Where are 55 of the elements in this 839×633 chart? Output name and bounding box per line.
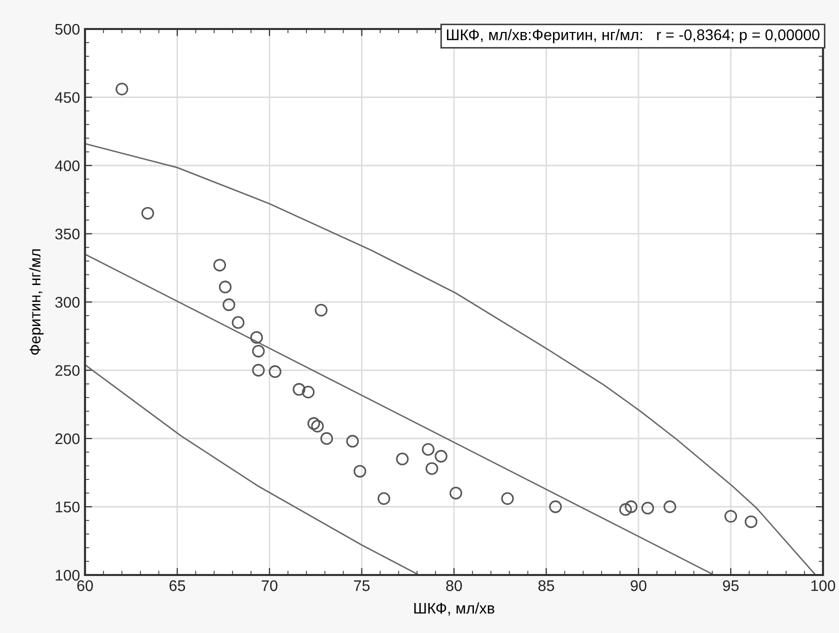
- point: [314, 304, 328, 317]
- line-series: [85, 142, 816, 575]
- point: [396, 452, 409, 466]
- point: [252, 344, 265, 358]
- point: [116, 82, 128, 96]
- point: [250, 331, 263, 344]
- point: [450, 486, 462, 500]
- y-tick-label: 450: [55, 92, 80, 103]
- point: [218, 280, 232, 294]
- point: [641, 502, 654, 514]
- point: [501, 492, 514, 505]
- point: [378, 492, 390, 505]
- y-axis-title: Феритин, нг/мл: [29, 249, 44, 355]
- point: [213, 258, 226, 272]
- point: [664, 500, 676, 514]
- y-tick-label: 350: [55, 228, 80, 240]
- x-tick-label: 70: [262, 580, 278, 592]
- y-tick-label: 250: [55, 365, 80, 376]
- x-tick-label: 95: [722, 580, 739, 592]
- point: [354, 464, 366, 478]
- point: [311, 420, 324, 433]
- point: [434, 450, 448, 463]
- x-tick-label: 75: [354, 580, 370, 592]
- point: [422, 443, 434, 456]
- x-tick-label: 60: [77, 580, 93, 592]
- point: [252, 364, 265, 377]
- point: [268, 365, 282, 378]
- point: [619, 503, 632, 516]
- point: [141, 206, 154, 220]
- annotation: ШКФ, мл/хв:Феритин, нг/мл: r = -0,8364; p = 0,00000: [446, 29, 820, 44]
- line-series: [85, 364, 420, 575]
- y-tick-label: 500: [55, 24, 80, 35]
- point: [346, 434, 359, 448]
- y-tick-label: 150: [56, 502, 80, 512]
- point: [744, 515, 758, 528]
- point: [549, 500, 562, 514]
- point: [624, 500, 638, 514]
- point: [724, 510, 738, 523]
- y-tick-label: 300: [55, 296, 80, 308]
- point: [222, 298, 236, 312]
- x-tick-label: 100: [811, 580, 836, 592]
- x-tick-label: 65: [170, 580, 186, 592]
- x-axis-title: ШКФ, мл/хв: [414, 602, 494, 616]
- y-tick-label: 400: [55, 160, 80, 172]
- point: [320, 432, 334, 445]
- point: [302, 386, 315, 398]
- y-tick-label: 100: [56, 570, 80, 581]
- point: [292, 383, 306, 396]
- point: [426, 462, 438, 475]
- point: [232, 316, 244, 329]
- x-tick-label: 85: [538, 580, 554, 592]
- point: [307, 417, 320, 430]
- x-tick-label: 80: [446, 580, 462, 592]
- y-tick-label: 200: [55, 433, 80, 444]
- x-tick-label: 90: [630, 580, 646, 592]
